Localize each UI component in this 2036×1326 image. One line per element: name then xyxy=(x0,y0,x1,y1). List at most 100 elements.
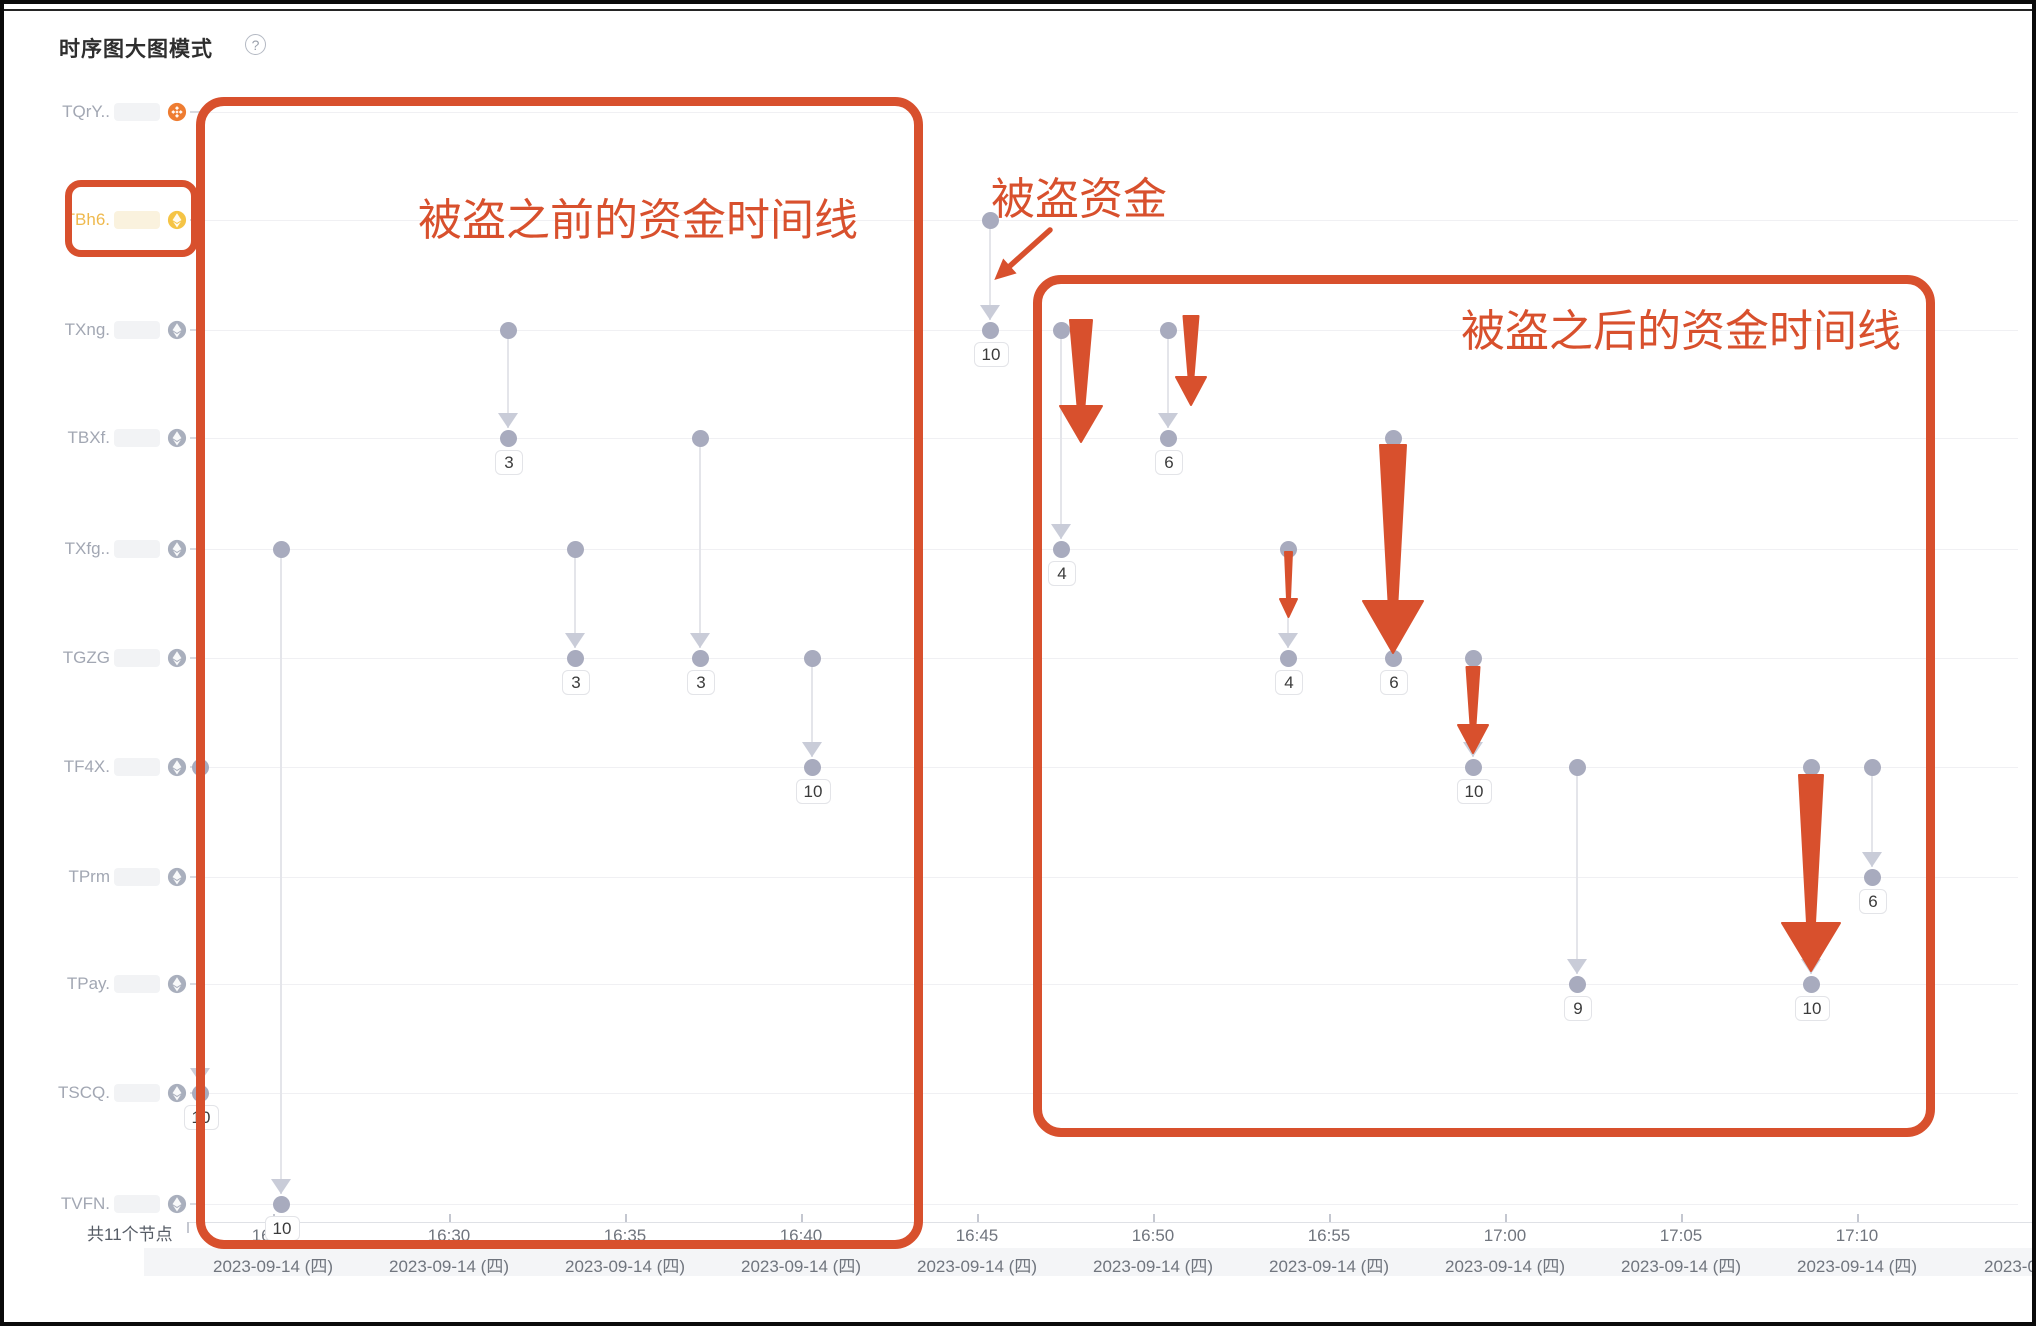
transfer-source-dot[interactable] xyxy=(1159,321,1177,339)
transfer-dest-dot[interactable] xyxy=(1802,975,1820,993)
transfer-amount-badge: 10 xyxy=(1794,996,1830,1021)
axis-date-label: 2023-09-14 (四) xyxy=(1796,1257,1917,1276)
transfer-source-dot[interactable] xyxy=(1568,758,1586,776)
transfer-source-dot[interactable] xyxy=(499,321,517,339)
transfer-source-dot[interactable] xyxy=(1279,540,1297,558)
transfer-amount-badge: 6 xyxy=(1380,670,1408,695)
row-gridline-dash xyxy=(190,657,204,659)
transfer-source-dot[interactable] xyxy=(566,540,584,558)
axis-tick-label: 17:10 xyxy=(1835,1226,1879,1245)
transfer-dest-dot[interactable] xyxy=(691,649,709,667)
transfer-arrowhead-icon xyxy=(1567,959,1587,974)
transfer-dest-dot[interactable] xyxy=(1464,758,1482,776)
transfer-dest-dot[interactable] xyxy=(1279,649,1297,667)
eth-icon xyxy=(167,648,187,668)
transfer-connector xyxy=(699,438,701,648)
row-gridline-dash xyxy=(190,876,204,878)
transfer-source-dot[interactable] xyxy=(272,540,290,558)
help-icon[interactable]: ? xyxy=(245,34,266,55)
redacted-address-blur xyxy=(114,103,160,121)
transfer-source-dot[interactable] xyxy=(1464,649,1482,667)
axis-tick-label: 16:40 xyxy=(779,1226,823,1245)
axis-tick xyxy=(1153,1214,1155,1222)
axis-tick-label: 16:50 xyxy=(1131,1226,1175,1245)
axis-date-label: 2023-09-14 (四) xyxy=(1268,1257,1389,1276)
node-address-label: TVFN. xyxy=(60,1194,110,1213)
eth-icon xyxy=(167,539,187,559)
stolen-funds-label: 被盗资金 xyxy=(991,174,1167,224)
axis-tick xyxy=(449,1214,451,1222)
redacted-address-blur xyxy=(114,1084,160,1102)
row-gridline-dash xyxy=(190,437,204,439)
transfer-source-dot[interactable] xyxy=(191,758,209,776)
axis-tick-label: 17:05 xyxy=(1659,1226,1703,1245)
sidebar-item-TVFN[interactable]: TVFN. xyxy=(44,1192,160,1216)
sidebar-item-TGZG[interactable]: TGZG xyxy=(44,646,160,670)
transfer-source-dot[interactable] xyxy=(1802,758,1820,776)
window-top-border xyxy=(4,9,2032,11)
sidebar-item-TBh6[interactable]: TBh6. xyxy=(44,208,160,232)
transfer-dest-dot[interactable] xyxy=(1863,868,1881,886)
node-address-label: TQrY.. xyxy=(62,102,110,121)
transfer-connector xyxy=(1576,767,1578,974)
transfer-amount-badge: 6 xyxy=(1155,450,1183,475)
row-gridline xyxy=(190,658,2018,659)
sidebar-item-TXng[interactable]: TXng. xyxy=(44,318,160,342)
sidebar-item-TBXf[interactable]: TBXf. xyxy=(44,426,160,450)
redacted-address-blur xyxy=(114,758,160,776)
transfer-connector xyxy=(1060,330,1062,539)
row-gridline-dash xyxy=(190,329,204,331)
transfer-dest-dot[interactable] xyxy=(566,649,584,667)
redacted-address-blur xyxy=(114,1195,160,1213)
sidebar-item-TPrm[interactable]: TPrm xyxy=(44,865,160,889)
transfer-dest-dot[interactable] xyxy=(1052,540,1070,558)
transfer-dest-dot[interactable] xyxy=(499,429,517,447)
transfer-arrowhead-icon xyxy=(1801,959,1821,974)
transfer-amount-badge: 9 xyxy=(1564,996,1592,1021)
transfer-dest-dot[interactable] xyxy=(191,1084,209,1102)
transfer-arrowhead-icon xyxy=(1051,524,1071,539)
node-address-label: TGZG xyxy=(62,648,110,667)
transfer-connector xyxy=(507,330,509,428)
transfer-arrowhead-icon xyxy=(565,633,585,648)
axis-tick xyxy=(625,1214,627,1222)
transfer-dest-dot[interactable] xyxy=(1568,975,1586,993)
sidebar-item-TQrY[interactable]: TQrY.. xyxy=(44,100,160,124)
transfer-arrowhead-icon xyxy=(690,633,710,648)
transfer-dest-dot[interactable] xyxy=(1159,429,1177,447)
transfer-dest-dot[interactable] xyxy=(803,758,821,776)
axis-date-label: 2023-09-14 (四) xyxy=(916,1257,1037,1276)
transfer-amount-badge: 4 xyxy=(1048,561,1076,586)
transfer-arrowhead-icon xyxy=(980,305,1000,320)
eth-icon xyxy=(167,428,187,448)
transfer-connector xyxy=(199,767,201,1083)
sidebar-item-TPay[interactable]: TPay. xyxy=(44,972,160,996)
sidebar-item-TF4X[interactable]: TF4X. xyxy=(44,755,160,779)
transfer-arrowhead-icon xyxy=(1383,633,1403,648)
sidebar-item-TXfg[interactable]: TXfg.. xyxy=(44,537,160,561)
axis-tick xyxy=(801,1214,803,1222)
transfer-source-dot[interactable] xyxy=(1863,758,1881,776)
axis-tick xyxy=(1681,1214,1683,1222)
axis-date-label: 2023-09-14 (四) xyxy=(1444,1257,1565,1276)
page-title: 时序图大图模式 xyxy=(59,38,213,61)
eth-icon xyxy=(167,210,187,230)
transfer-dest-dot[interactable] xyxy=(981,321,999,339)
transfer-dest-dot[interactable] xyxy=(272,1195,290,1213)
axis-tick-label: 16:55 xyxy=(1307,1226,1351,1245)
transfer-amount-badge: 10 xyxy=(264,1216,300,1241)
transfer-source-dot[interactable] xyxy=(1384,429,1402,447)
row-gridline xyxy=(190,220,2018,221)
transfer-amount-badge: 10 xyxy=(795,779,831,804)
row-gridline-dash xyxy=(190,111,204,113)
sidebar-item-TSCQ[interactable]: TSCQ. xyxy=(44,1081,160,1105)
row-gridline-dash xyxy=(190,219,204,221)
transfer-arrowhead-icon xyxy=(1278,633,1298,648)
transfer-source-dot[interactable] xyxy=(691,429,709,447)
transfer-connector xyxy=(1392,438,1394,648)
transfer-source-dot[interactable] xyxy=(981,211,999,229)
transfer-dest-dot[interactable] xyxy=(1384,649,1402,667)
axis-date-label: 2023-09-14 (四) xyxy=(1620,1257,1741,1276)
transfer-source-dot[interactable] xyxy=(803,649,821,667)
transfer-source-dot[interactable] xyxy=(1052,321,1070,339)
